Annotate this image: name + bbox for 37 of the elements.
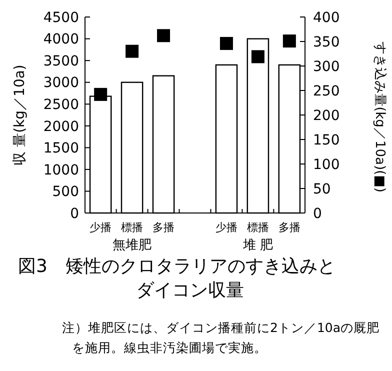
- y-tick-label: 1500: [43, 140, 79, 157]
- y2-tick-label: 100: [313, 156, 340, 173]
- y-axis-title: 収 量(kg／10a): [12, 64, 28, 166]
- text: 注）堆肥区には、ダイコン播種前に2トン／10aの厩肥を施用。線虫非汚染圃場で実施。: [62, 320, 380, 355]
- point: [220, 36, 233, 50]
- x-tick-label: 多播: [278, 221, 300, 234]
- x-tick-label: 少播: [215, 221, 238, 234]
- y-tick-label: 500: [52, 184, 79, 200]
- y2-tick-label: 400: [313, 10, 340, 26]
- y-tick-label: 3500: [43, 53, 79, 70]
- point: [94, 88, 108, 101]
- text: 図3 矮性のクロタラリアのすき込みとダイコン収量: [18, 256, 336, 301]
- text: 無堆肥: [112, 238, 152, 253]
- point: [126, 44, 139, 58]
- y2-axis-title: すき込み量(kg／10a)(■): [372, 42, 387, 192]
- x-tick-label: 標播: [246, 221, 269, 234]
- point: [157, 29, 170, 42]
- y2-tick-label: 0: [313, 206, 322, 222]
- y2-tick-label: 250: [313, 83, 340, 100]
- point: [251, 50, 264, 64]
- y-tick-label: 4000: [43, 32, 79, 48]
- x-tick-label: 多播: [152, 221, 175, 234]
- y2-tick-label: 150: [313, 132, 340, 148]
- y-tick-label: 3000: [43, 75, 79, 92]
- text: 堆 肥: [242, 238, 274, 253]
- point: [282, 34, 296, 48]
- y2-tick-label: 350: [313, 34, 340, 50]
- y-tick-label: 0: [70, 206, 79, 222]
- y-tick-label: 4500: [43, 10, 79, 26]
- x-tick-label: 標播: [121, 221, 144, 234]
- y-tick-label: 2000: [43, 118, 79, 135]
- x-tick-label: 少播: [90, 221, 112, 234]
- y-tick-label: 2500: [43, 97, 79, 114]
- y2-tick-label: 200: [313, 108, 340, 124]
- y-tick-label: 1000: [43, 162, 79, 178]
- y2-tick-label: 300: [313, 58, 340, 75]
- y2-tick-label: 50: [313, 181, 331, 198]
